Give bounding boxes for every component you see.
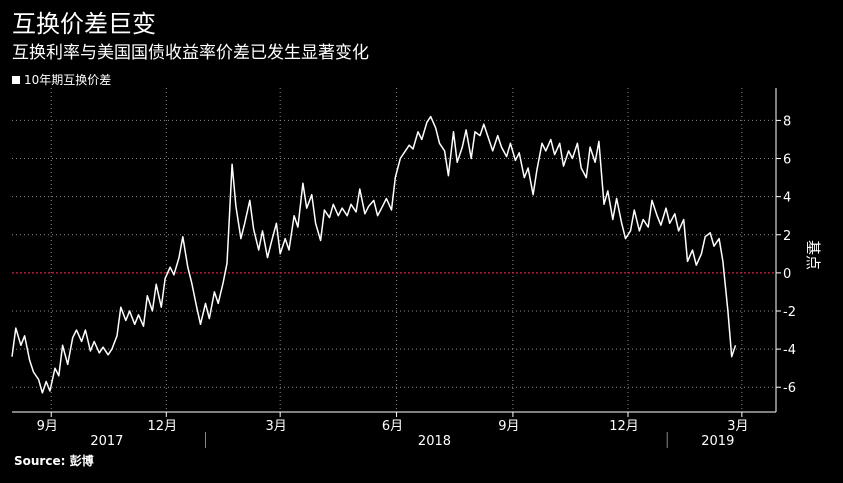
y-tick-label: -6	[783, 381, 796, 396]
grid-lines	[12, 88, 776, 412]
series-layer	[11, 115, 737, 394]
x-tick-label: 3月	[727, 419, 748, 434]
y-tick-label: 2	[783, 229, 791, 244]
y-tick-label: 8	[783, 114, 791, 129]
chart-subtitle: 互换利率与美国国债收益率价差已发生显著变化	[12, 43, 369, 63]
y-axis-label: 基点	[804, 240, 822, 270]
legend-swatch	[12, 75, 20, 84]
x-tick-label: 3月	[266, 419, 287, 434]
y-tick-label: 0	[783, 267, 791, 282]
x-tick-label: 12月	[609, 419, 639, 434]
year-label: 2017	[90, 434, 123, 449]
y-tick-label: 6	[783, 153, 791, 168]
series-line-swap-spread	[11, 115, 737, 394]
source-note: Source: 彭博	[14, 454, 94, 468]
y-tick-label: -4	[783, 343, 796, 358]
y-tick-label: -2	[783, 305, 796, 320]
x-tick-label: 12月	[148, 419, 178, 434]
x-tick-label: 6月	[382, 419, 403, 434]
x-tick-label: 9月	[498, 419, 519, 434]
y-tick-label: 4	[783, 191, 791, 206]
legend-label: 10年期互换价差	[24, 73, 112, 87]
year-label: 2018	[418, 434, 451, 449]
year-label: 2019	[701, 434, 734, 449]
legend: 10年期互换价差	[12, 71, 111, 88]
axes: 8 6 4 2 0 -2 -4 -6 9月 12月 3月 6月 9月 12月 3月 2017 2018 2019	[12, 88, 796, 449]
chart-title: 互换价差巨变	[12, 10, 156, 38]
x-tick-label: 9月	[37, 419, 58, 434]
